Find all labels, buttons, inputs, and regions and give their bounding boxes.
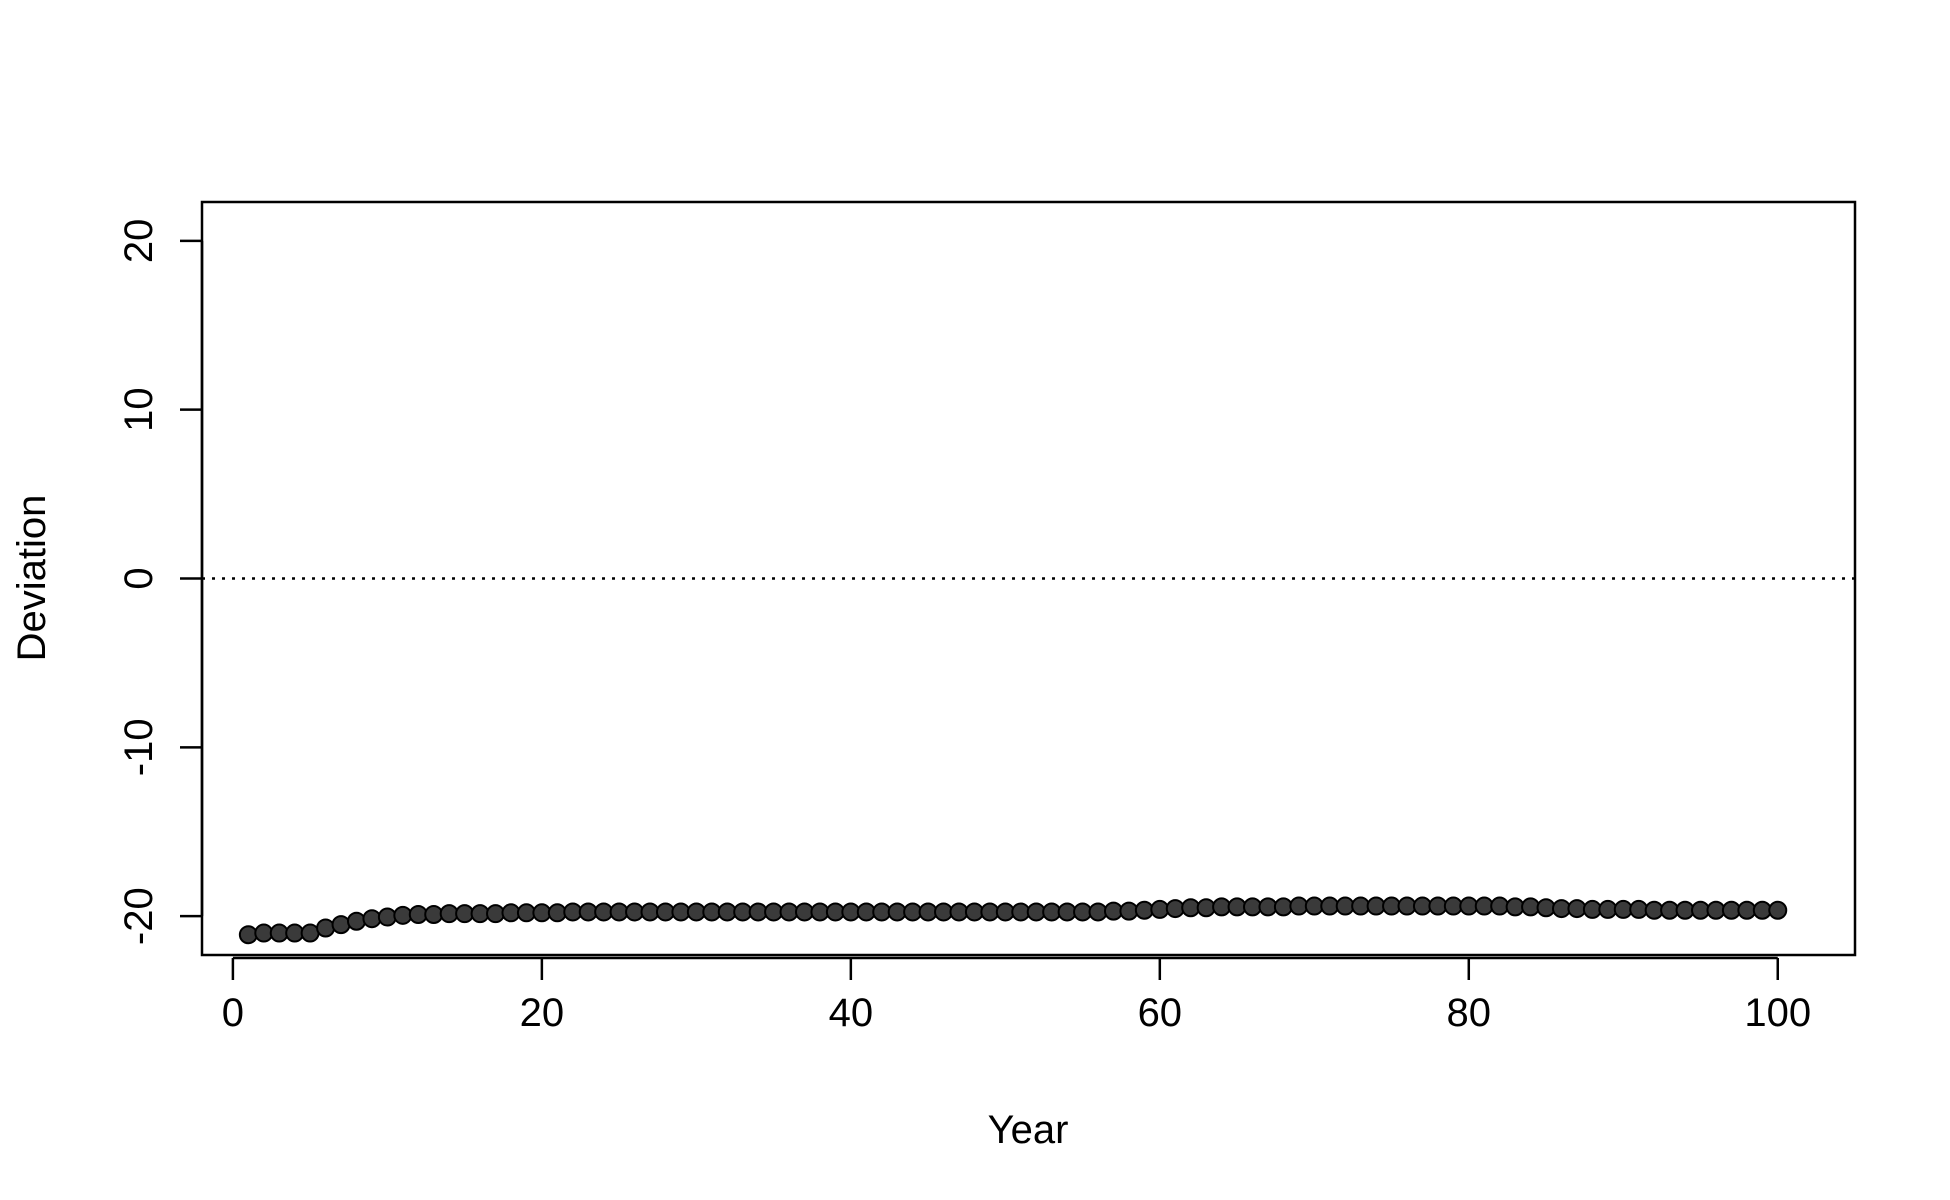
data-point [316,918,336,938]
y-tick-label: -10 [117,718,161,776]
data-point [1273,897,1293,917]
data-point [424,904,444,924]
data-point [1134,900,1154,920]
data-point [547,903,567,923]
data-point [393,905,413,925]
y-axis-title: Deviation [10,495,54,662]
data-point [1629,899,1649,919]
data-points [238,896,1788,945]
y-axis: -20 -10 0 10 20 [117,219,204,945]
data-point [1768,900,1788,920]
data-point [1536,898,1556,918]
x-tick-label: 100 [1744,991,1811,1035]
data-point [486,904,506,924]
data-point [1196,898,1216,918]
x-tick-label: 0 [222,991,244,1035]
x-axis: 0 20 40 60 80 100 [222,956,1811,1035]
data-point [346,911,366,931]
x-tick-label: 80 [1447,991,1492,1035]
data-point [238,925,258,945]
data-point [1567,899,1587,919]
x-tick-label: 20 [520,991,565,1035]
data-point [1490,896,1510,916]
data-point [362,909,382,929]
data-point [1165,899,1185,919]
x-tick-label: 40 [829,991,874,1035]
y-tick-label: -20 [117,887,161,945]
data-point [377,907,397,927]
x-axis-title: Year [988,1108,1069,1152]
plot-frame [200,200,1857,957]
data-point [1119,901,1139,921]
data-point [1088,902,1108,922]
y-tick-label: 20 [117,219,161,264]
x-tick-label: 60 [1138,991,1183,1035]
data-point [331,915,351,935]
data-point [1521,897,1541,917]
y-tick-label: 10 [117,387,161,432]
y-tick-label: 0 [117,567,161,589]
data-point [300,923,320,943]
data-point [1150,899,1170,919]
